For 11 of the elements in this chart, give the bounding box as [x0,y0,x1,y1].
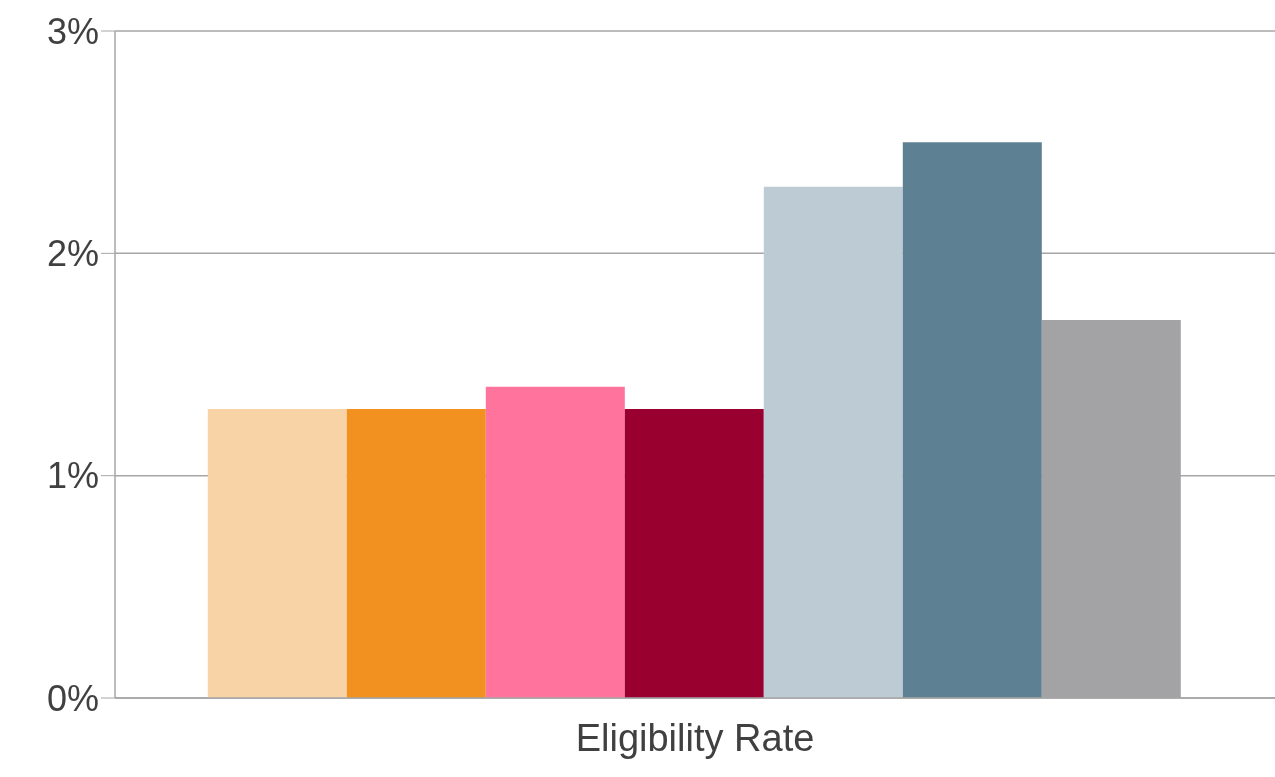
bar [763,186,903,698]
y-tick-label: 0% [46,677,99,719]
bar [485,386,625,698]
bar [624,408,764,698]
x-tick-label: Eligibility Rate [575,716,815,759]
bar [346,408,486,698]
bar [207,408,347,698]
y-tick-label: 1% [46,455,99,497]
y-tick-label: 2% [46,233,99,275]
y-tick-label: 3% [46,10,99,52]
bar [902,142,1042,698]
